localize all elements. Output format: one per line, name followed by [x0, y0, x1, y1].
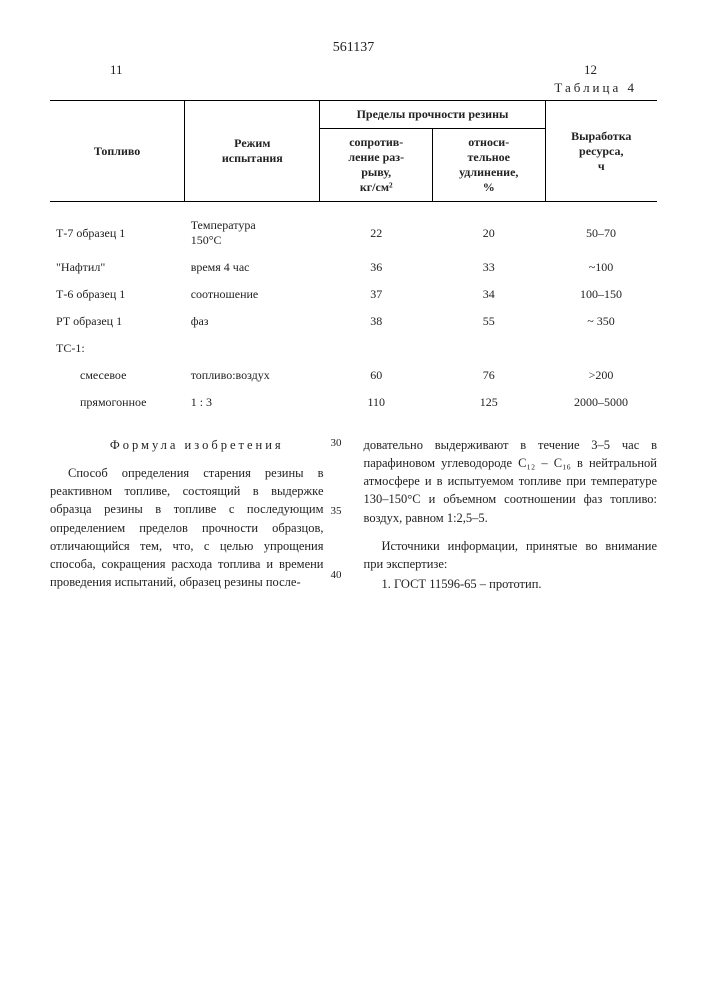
table-row: прямогонное1 : 31101252000–5000	[50, 389, 657, 416]
cell-resource: 100–150	[545, 281, 657, 308]
document-number: 561137	[50, 40, 657, 56]
cell-fuel: прямогонное	[50, 389, 185, 416]
line-number: 35	[331, 504, 342, 520]
page-numbers: 11 12	[50, 62, 657, 78]
cell-fuel: "Нафтил"	[50, 254, 185, 281]
right-p1: довательно выдерживают в течение 3–5 час…	[364, 436, 658, 527]
cell-tensile: 38	[320, 308, 433, 335]
cell-resource: 2000–5000	[545, 389, 657, 416]
right-column: довательно выдерживают в течение 3–5 час…	[364, 436, 658, 593]
right-p3: 1. ГОСТ 11596-65 – прототип.	[364, 575, 658, 593]
page-left: 11	[110, 62, 123, 78]
table-row: Т-7 образец 1Температура 150°С222050–70	[50, 202, 657, 255]
cell-elong: 125	[432, 389, 545, 416]
cell-mode	[185, 335, 320, 362]
page-right: 12	[584, 62, 597, 78]
col-header-fuel: Топливо	[50, 101, 185, 202]
cell-elong: 20	[432, 202, 545, 255]
cell-resource	[545, 335, 657, 362]
line-number: 30	[331, 436, 342, 452]
cell-mode: Температура 150°С	[185, 202, 320, 255]
table-row: ТС-1:	[50, 335, 657, 362]
cell-resource: ~100	[545, 254, 657, 281]
table-label: Таблица 4	[50, 80, 657, 96]
formula-title: Формула изобретения	[50, 436, 344, 454]
cell-mode: топливо:воздух	[185, 362, 320, 389]
cell-elong: 76	[432, 362, 545, 389]
col-header-resource: Выработка ресурса, ч	[545, 101, 657, 202]
cell-tensile: 60	[320, 362, 433, 389]
cell-mode: фаз	[185, 308, 320, 335]
table-row: Т-6 образец 1соотношение3734100–150	[50, 281, 657, 308]
cell-elong: 55	[432, 308, 545, 335]
cell-tensile: 110	[320, 389, 433, 416]
cell-resource: >200	[545, 362, 657, 389]
cell-tensile: 22	[320, 202, 433, 255]
cell-elong: 34	[432, 281, 545, 308]
left-text: Способ определения старения резины в реа…	[50, 464, 344, 591]
cell-fuel: ТС-1:	[50, 335, 185, 362]
cell-elong: 33	[432, 254, 545, 281]
cell-fuel: Т-6 образец 1	[50, 281, 185, 308]
table-row: РТ образец 1фаз3855~ 350	[50, 308, 657, 335]
col-header-mode: Режим испытания	[185, 101, 320, 202]
cell-fuel: смесевое	[50, 362, 185, 389]
cell-tensile: 37	[320, 281, 433, 308]
cell-fuel: Т-7 образец 1	[50, 202, 185, 255]
left-column: 30 35 40 Формула изобретения Способ опре…	[50, 436, 344, 593]
col-header-tensile: сопротив- ление раз- рыву, кг/см²	[320, 129, 433, 202]
right-p2: Источники информации, принятые во вниман…	[364, 537, 658, 573]
cell-mode: 1 : 3	[185, 389, 320, 416]
text-columns: 30 35 40 Формула изобретения Способ опре…	[50, 436, 657, 593]
table-row: "Нафтил"время 4 час3633~100	[50, 254, 657, 281]
line-number: 40	[331, 568, 342, 584]
cell-tensile	[320, 335, 433, 362]
cell-mode: время 4 час	[185, 254, 320, 281]
cell-resource: 50–70	[545, 202, 657, 255]
data-table: Топливо Режим испытания Пределы прочност…	[50, 100, 657, 416]
col-header-strength: Пределы прочности резины	[320, 101, 545, 129]
col-header-elong: относи- тельное удлинение, %	[432, 129, 545, 202]
cell-tensile: 36	[320, 254, 433, 281]
cell-mode: соотношение	[185, 281, 320, 308]
cell-fuel: РТ образец 1	[50, 308, 185, 335]
cell-elong	[432, 335, 545, 362]
cell-resource: ~ 350	[545, 308, 657, 335]
table-row: смесевоетопливо:воздух6076>200	[50, 362, 657, 389]
